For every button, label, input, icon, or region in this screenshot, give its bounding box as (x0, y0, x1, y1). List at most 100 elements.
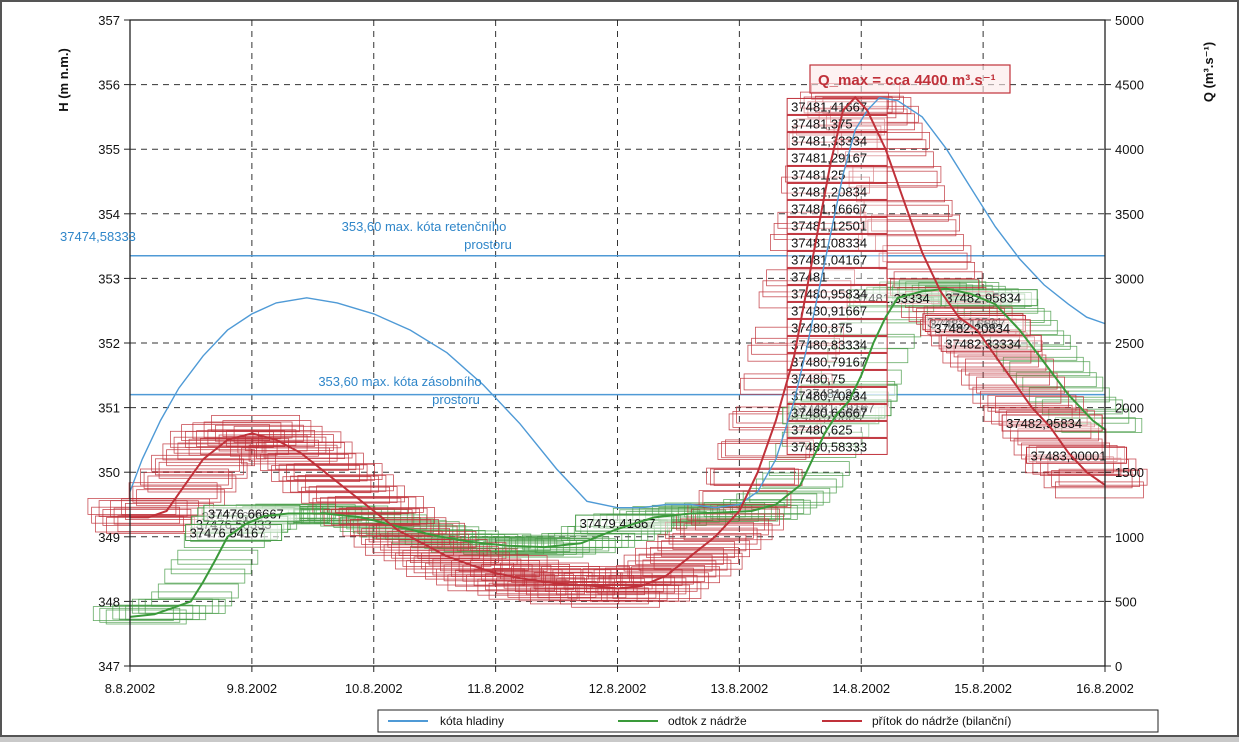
label-box (112, 604, 194, 620)
label-box (762, 280, 852, 298)
label-box (818, 108, 908, 126)
red-point-label: 37480,66667 (791, 405, 867, 420)
x-tick-label: 8.8.2002 (105, 681, 156, 696)
label-box (1028, 444, 1118, 462)
label-box (144, 599, 226, 614)
legend: kóta hladiny odtok z nádrže přítok do ná… (377, 709, 1159, 733)
label-box (946, 336, 1035, 354)
red-point-label: 37480,95834 (791, 286, 867, 301)
y-axis-title-left: H (m n.m.) (56, 48, 71, 112)
red-point-label: 37480,91667 (791, 303, 867, 318)
y-tick-label-left: 351 (98, 401, 120, 416)
label-box (327, 496, 417, 514)
label-box (289, 475, 379, 493)
label-box (105, 609, 187, 625)
red-point-label: 37481,25 (791, 167, 845, 182)
label-box (338, 507, 428, 525)
label-box (143, 472, 233, 489)
label-box (278, 464, 368, 482)
label-box (1058, 468, 1148, 486)
red-point-label: 37480,75 (791, 371, 845, 386)
x-tick-label: 12.8.2002 (589, 681, 647, 696)
red-point-label-box (786, 233, 888, 251)
y-tick-label-left: 353 (98, 271, 120, 286)
red-point-label-box (786, 182, 888, 200)
y-tick-label-right: 0 (1115, 659, 1122, 674)
label-box (755, 478, 837, 494)
label-box (450, 533, 532, 549)
label-box (698, 490, 788, 508)
label-box (1032, 457, 1122, 475)
label-box (886, 261, 975, 279)
label-box (762, 472, 844, 488)
green-point-label: 37476,54167 (190, 525, 266, 540)
label-box (274, 452, 364, 470)
label-box (151, 591, 233, 607)
red-point-label: 37480,70834 (791, 388, 867, 403)
label-box (316, 485, 406, 503)
x-tick-label: 15.8.2002 (954, 681, 1012, 696)
qmax-annotation-box (809, 64, 1011, 94)
reference-line-point-label: 37474,58333 (60, 229, 136, 244)
label-box (695, 513, 784, 531)
label-box (616, 565, 705, 582)
x-tick-label: 10.8.2002 (345, 681, 403, 696)
qmax-annotation: Q_max = cca 4400 m³.s⁻¹ (818, 72, 996, 89)
red-point-label: 37481,33334 (791, 133, 867, 148)
green-point-label: 37476,66667 (208, 506, 284, 521)
label-box (342, 519, 432, 537)
label-box (710, 468, 799, 486)
red-point-label: 37481,16667 (791, 201, 867, 216)
x-tick-label: 16.8.2002 (1076, 681, 1134, 696)
label-box (567, 581, 657, 599)
label-box (875, 233, 964, 251)
label-box (751, 337, 840, 355)
red-point-label-box (786, 216, 888, 234)
label-box (226, 429, 316, 447)
y-tick-label-left: 354 (98, 207, 120, 222)
label-box (953, 340, 1043, 358)
axis-layer: 347 348 349 350 351 352 353 354 355 356 357 0 500 100… (98, 13, 1144, 696)
y-tick-label-right: 3500 (1115, 207, 1144, 222)
series-layer (129, 96, 1106, 618)
label-box (833, 333, 915, 349)
red-point-label: 37481,29167 (791, 150, 867, 165)
red-point-label-box (786, 284, 888, 302)
label-box (162, 443, 252, 461)
label-box (1025, 456, 1114, 474)
label-box (706, 467, 795, 485)
red-point-label: 37482,33334 (945, 336, 1021, 351)
label-box (166, 449, 256, 467)
label-box (282, 476, 372, 494)
red-point-label: 37480,79167 (791, 354, 867, 369)
red-point-label-box (786, 420, 888, 438)
annotation-storage-line2: prostoru (432, 392, 480, 407)
label-box (534, 538, 616, 554)
label-box (132, 485, 222, 503)
label-box (469, 536, 551, 551)
label-box (259, 453, 349, 471)
label-box (297, 474, 387, 492)
annotation-retention-line2: prostoru (464, 237, 512, 252)
x-tick-label: 14.8.2002 (832, 681, 890, 696)
label-box (398, 539, 488, 556)
label-box (916, 307, 1005, 325)
x-tick-label: 9.8.2002 (227, 681, 278, 696)
label-box (1048, 408, 1130, 424)
y-tick-label-left: 355 (98, 142, 120, 157)
series-line-odtok (129, 287, 1106, 618)
label-box (301, 486, 391, 504)
label-box (1043, 471, 1133, 489)
grid-layer (130, 20, 1105, 666)
label-box (454, 569, 544, 587)
red-point-label: 37482,95834 (1006, 416, 1082, 431)
series-line-pritok (130, 96, 1106, 590)
label-box (128, 482, 218, 500)
label-box (775, 443, 857, 459)
red-point-label: 37480,83334 (791, 337, 867, 352)
label-box (164, 568, 246, 584)
label-box (458, 555, 548, 572)
y-tick-label-left: 350 (98, 465, 120, 480)
